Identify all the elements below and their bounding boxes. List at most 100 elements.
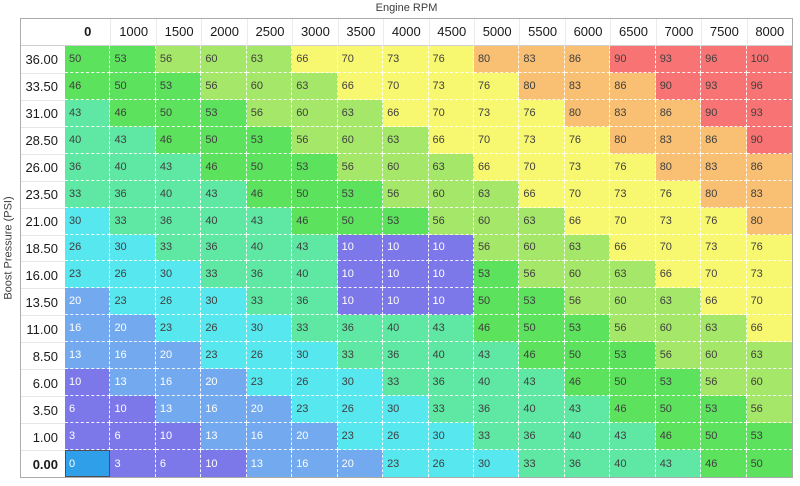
table-cell[interactable]: 76 <box>701 207 747 235</box>
table-cell[interactable]: 50 <box>155 99 202 127</box>
table-cell[interactable]: 43 <box>292 234 338 262</box>
table-cell[interactable]: 50 <box>564 342 611 370</box>
table-cell[interactable]: 20 <box>246 396 293 424</box>
table-cell[interactable]: 60 <box>655 315 702 343</box>
table-cell[interactable]: 70 <box>746 288 792 316</box>
table-cell[interactable]: 50 <box>337 207 384 235</box>
table-cell[interactable]: 80 <box>610 126 656 154</box>
table-cell[interactable]: 36 <box>246 261 293 289</box>
table-cell[interactable]: 46 <box>610 396 656 424</box>
table-cell[interactable]: 10 <box>383 234 429 262</box>
table-cell[interactable]: 36 <box>337 315 384 343</box>
table-cell[interactable]: 26 <box>337 396 384 424</box>
column-header[interactable]: 6500 <box>610 19 656 46</box>
table-cell[interactable]: 20 <box>110 315 156 343</box>
table-cell[interactable]: 13 <box>65 342 111 370</box>
table-cell[interactable]: 6 <box>155 450 202 477</box>
table-cell[interactable]: 33 <box>383 369 429 397</box>
table-cell[interactable]: 43 <box>655 450 702 477</box>
table-cell[interactable]: 43 <box>428 315 474 343</box>
table-cell[interactable]: 36 <box>201 234 247 262</box>
table-cell[interactable]: 30 <box>428 423 474 451</box>
row-header[interactable]: 21.00 <box>21 207 65 235</box>
table-cell[interactable]: 33 <box>246 288 293 316</box>
row-header[interactable]: 11.00 <box>21 315 65 343</box>
table-cell[interactable]: 66 <box>519 180 565 208</box>
row-header[interactable]: 33.50 <box>21 72 65 100</box>
table-cell[interactable]: 40 <box>65 126 111 154</box>
table-cell[interactable]: 36 <box>155 207 202 235</box>
table-cell[interactable]: 76 <box>746 234 792 262</box>
table-cell[interactable]: 33 <box>473 423 520 451</box>
table-cell[interactable]: 73 <box>383 45 429 73</box>
table-cell[interactable]: 70 <box>337 45 384 73</box>
row-header[interactable]: 1.00 <box>21 423 65 451</box>
table-cell[interactable]: 83 <box>746 180 792 208</box>
table-cell[interactable]: 53 <box>655 369 702 397</box>
table-cell[interactable]: 36 <box>473 396 520 424</box>
table-cell[interactable]: 53 <box>564 315 611 343</box>
row-header[interactable]: 6.00 <box>21 369 65 397</box>
table-cell[interactable]: 56 <box>292 126 338 154</box>
table-cell[interactable]: 40 <box>428 342 474 370</box>
table-cell[interactable]: 66 <box>701 288 747 316</box>
table-cell[interactable]: 56 <box>428 207 474 235</box>
table-cell[interactable]: 73 <box>610 180 656 208</box>
column-header[interactable]: 0 <box>65 19 111 46</box>
table-cell[interactable]: 76 <box>610 153 656 181</box>
table-cell[interactable]: 43 <box>246 207 293 235</box>
table-cell[interactable]: 43 <box>65 99 111 127</box>
table-cell[interactable]: 23 <box>246 369 293 397</box>
table-cell[interactable]: 36 <box>519 423 565 451</box>
table-cell[interactable]: 93 <box>746 99 792 127</box>
column-header[interactable]: 5000 <box>473 19 520 46</box>
table-cell[interactable]: 10 <box>65 369 111 397</box>
table-cell[interactable]: 13 <box>201 423 247 451</box>
table-cell[interactable]: 56 <box>473 234 520 262</box>
table-cell[interactable]: 63 <box>473 180 520 208</box>
table-cell[interactable]: 80 <box>564 99 611 127</box>
table-cell[interactable]: 90 <box>655 72 702 100</box>
table-cell[interactable]: 50 <box>201 126 247 154</box>
table-cell[interactable]: 96 <box>701 45 747 73</box>
table-cell[interactable]: 36 <box>65 153 111 181</box>
table-cell[interactable]: 63 <box>428 153 474 181</box>
table-cell[interactable]: 20 <box>155 342 202 370</box>
column-header[interactable]: 3000 <box>292 19 338 46</box>
table-cell[interactable]: 36 <box>428 369 474 397</box>
table-cell[interactable]: 6 <box>65 396 111 424</box>
table-cell[interactable]: 53 <box>246 126 293 154</box>
table-cell[interactable]: 20 <box>65 288 111 316</box>
table-cell[interactable]: 53 <box>155 72 202 100</box>
table-cell[interactable]: 70 <box>610 207 656 235</box>
table-cell[interactable]: 53 <box>610 342 656 370</box>
table-cell[interactable]: 76 <box>519 99 565 127</box>
table-cell[interactable]: 70 <box>655 234 702 262</box>
table-cell[interactable]: 20 <box>337 450 384 477</box>
table-cell[interactable]: 53 <box>110 45 156 73</box>
table-cell[interactable]: 70 <box>383 72 429 100</box>
table-cell[interactable]: 53 <box>701 396 747 424</box>
table-cell[interactable]: 20 <box>292 423 338 451</box>
table-cell[interactable]: 56 <box>564 288 611 316</box>
table-cell[interactable]: 16 <box>155 369 202 397</box>
table-cell[interactable]: 33 <box>519 450 565 477</box>
table-cell[interactable]: 33 <box>292 315 338 343</box>
table-cell[interactable]: 73 <box>746 261 792 289</box>
table-cell[interactable]: 86 <box>655 99 702 127</box>
table-cell[interactable]: 83 <box>655 126 702 154</box>
table-cell[interactable]: 66 <box>292 45 338 73</box>
table-cell[interactable]: 46 <box>246 180 293 208</box>
table-cell[interactable]: 50 <box>292 180 338 208</box>
table-cell[interactable]: 26 <box>65 234 111 262</box>
table-cell[interactable]: 30 <box>110 234 156 262</box>
table-cell[interactable]: 43 <box>610 423 656 451</box>
table-cell[interactable]: 30 <box>383 396 429 424</box>
row-header[interactable]: 13.50 <box>21 288 65 316</box>
table-cell[interactable]: 30 <box>337 369 384 397</box>
table-cell[interactable]: 46 <box>110 99 156 127</box>
table-cell[interactable]: 36 <box>110 180 156 208</box>
selected-cell[interactable]: 0 <box>65 450 111 477</box>
table-cell[interactable]: 40 <box>246 234 293 262</box>
table-cell[interactable]: 70 <box>701 261 747 289</box>
